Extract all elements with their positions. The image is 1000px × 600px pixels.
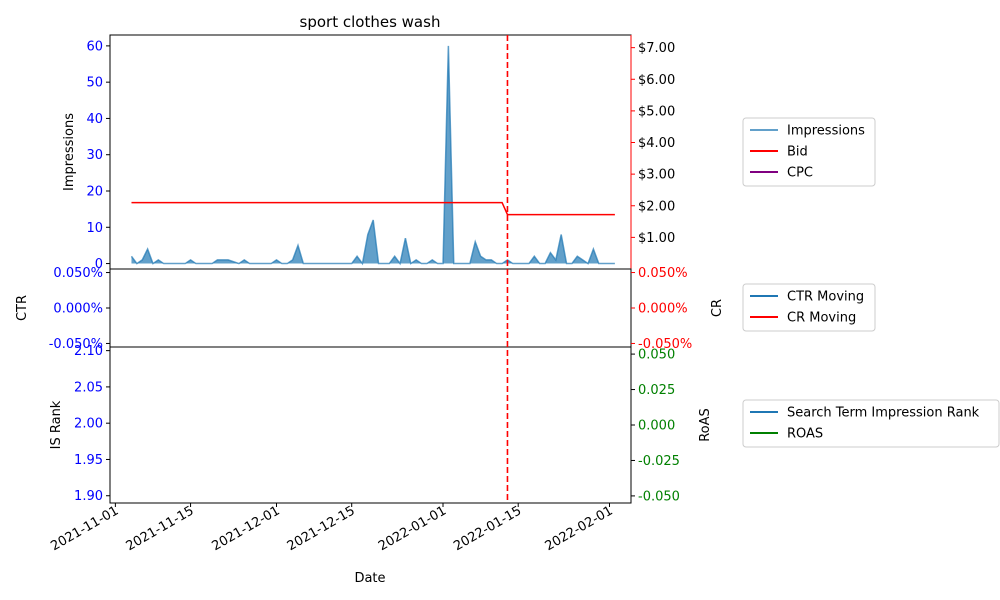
bid-line	[131, 201, 615, 216]
right-tick-label: $1.00	[638, 231, 675, 246]
right-tick-label: $3.00	[638, 168, 675, 183]
legend-label: ROAS	[787, 427, 823, 442]
left-tick-label: 0.000%	[53, 302, 103, 317]
impressions-line	[130, 45, 615, 266]
right-tick-label: -0.050%	[638, 337, 692, 352]
left-tick-label: 2.10	[74, 344, 103, 359]
x-tick-label: 2021-11-01	[48, 503, 121, 554]
x-axis-label: Date	[354, 571, 385, 586]
right-tick-label: 0.000%	[638, 302, 688, 317]
right-tick-label: 0.000	[638, 419, 675, 434]
left-tick-label: 60	[86, 39, 103, 54]
legend-label: CR Moving	[787, 311, 856, 326]
y-axis-label-left: Impressions	[62, 113, 77, 191]
y-axis-label-right: RoAS	[698, 408, 713, 442]
panel-2-frame	[109, 268, 632, 348]
right-tick-label: $7.00	[638, 41, 675, 56]
right-tick-label: 0.025	[638, 383, 675, 398]
x-tick-label: 2021-12-01	[210, 503, 283, 554]
y-axis-label-left: CTR	[15, 295, 30, 321]
x-tick-label: 2022-01-01	[376, 503, 449, 554]
right-tick-label: $4.00	[638, 136, 675, 151]
left-tick-label: 20	[86, 185, 103, 200]
legend-label: Search Term Impression Rank	[787, 406, 980, 421]
impressions-area	[131, 45, 615, 264]
legend-label: CTR Moving	[787, 290, 864, 305]
left-tick-label: 2.00	[74, 417, 103, 432]
left-tick-label: 0.050%	[53, 266, 103, 281]
right-tick-label: $2.00	[638, 199, 675, 214]
panel-3-frame	[109, 346, 632, 504]
left-tick-label: 2.05	[74, 380, 103, 395]
right-tick-label: $5.00	[638, 104, 675, 119]
left-tick-label: 1.90	[74, 489, 103, 504]
x-tick-label: 2022-02-01	[543, 503, 616, 554]
left-tick-label: 50	[86, 76, 103, 91]
left-tick-label: 10	[86, 221, 103, 236]
y-axis-label-left: IS Rank	[49, 400, 64, 449]
legend-label: Bid	[787, 145, 808, 160]
chart-title: sport clothes wash	[300, 13, 441, 31]
legend-label: Impressions	[787, 124, 865, 139]
right-tick-label: 0.050	[638, 348, 675, 363]
x-tick-label: 2022-01-15	[451, 503, 524, 554]
legend-label: CPC	[787, 166, 813, 181]
x-tick-label: 2021-12-15	[285, 503, 358, 554]
right-tick-label: -0.025	[638, 454, 680, 469]
legend-box	[742, 117, 876, 187]
right-tick-label: -0.050	[638, 489, 680, 504]
right-tick-label: 0.050%	[638, 266, 688, 281]
left-tick-label: 30	[86, 148, 103, 163]
right-tick-label: $6.00	[638, 73, 675, 88]
left-tick-label: -0.050%	[49, 337, 103, 352]
legend-box	[742, 399, 1000, 448]
x-tick-label: 2021-11-15	[124, 503, 197, 554]
left-tick-label: 1.95	[74, 453, 103, 468]
left-tick-label: 0	[95, 257, 103, 272]
left-tick-label: 40	[86, 112, 103, 127]
y-axis-label-right: CR	[710, 299, 725, 317]
